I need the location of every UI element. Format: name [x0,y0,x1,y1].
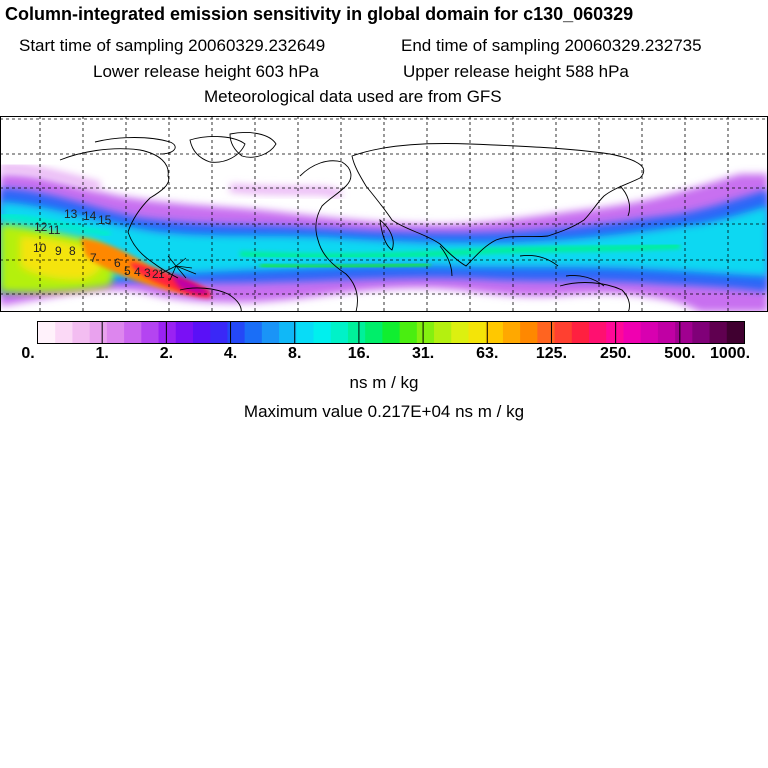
maximum-value: Maximum value 0.217E+04 ns m / kg [243,402,525,421]
colorbar-segment [244,322,263,343]
plot-title: Column-integrated emission sensitivity i… [5,4,634,24]
colorbar-tick-label: 500. [664,345,696,362]
colorbar-segment [451,322,470,343]
colorbar-segment [89,322,108,343]
colorbar-segment [434,322,452,343]
traj-label-1: 1 [158,267,165,281]
colorbar-segment [124,322,142,343]
colorbar-tick-label: 1000. [709,345,751,362]
colorbar-tick-label: 16. [347,345,371,362]
colorbar-segment [38,322,56,343]
colorbar-tick-label: 4. [223,345,238,362]
colorbar-segment [675,322,693,343]
traj-label-10: 10 [33,241,47,255]
traj-label-2: 2 [152,267,159,281]
colorbar-segment [623,322,642,343]
colorbar-segment [554,322,573,343]
traj-label-9: 9 [55,244,62,258]
colorbar-segment [485,322,504,343]
colorbar-segment [141,322,160,343]
colorbar-segment [192,322,211,343]
met-data-source: Meteorological data used are from GFS [204,87,502,106]
colorbar-segment [537,322,556,343]
colorbar-segment [571,322,590,343]
release-point-marker [159,255,197,281]
colorbar [37,321,745,344]
traj-label-7: 7 [90,251,97,265]
colorbar-segment [589,322,607,343]
colorbar-segment [382,322,401,343]
colorbar-tick-label: 0. [21,345,35,362]
colorbar-segment [175,322,194,343]
upper-release-height: Upper release height 588 hPa [403,62,629,81]
end-time: End time of sampling 20060329.232735 [401,36,702,55]
colorbar-tick-label: 31. [411,345,435,362]
colorbar-segment [399,322,418,343]
colorbar-segment [261,322,280,343]
colorbar-segment [279,322,297,343]
colorbar-units: ns m / kg [349,373,419,392]
traj-label-5: 5 [124,264,131,278]
sensitivity-map: 13 14 15 12 11 10 9 8 7 6 5 4 3 2 1 [0,116,768,312]
colorbar-segment [106,322,125,343]
colorbar-segment [657,322,676,343]
colorbar-segment [55,322,74,343]
colorbar-tick-label: 63. [476,345,499,362]
colorbar-tick-label: 250. [600,345,632,362]
traj-label-15: 15 [98,213,112,227]
colorbar-segment [158,322,177,343]
lower-release-height: Lower release height 603 hPa [93,62,319,81]
traj-label-12: 12 [34,220,48,234]
colorbar-segment [313,322,332,343]
colorbar-tick-label: 2. [159,345,174,362]
colorbar-segment [210,322,229,343]
colorbar-segment [726,322,745,343]
traj-label-8: 8 [69,244,76,258]
colorbar-segment [692,322,711,343]
traj-label-14: 14 [83,209,97,223]
colorbar-segment [227,322,246,343]
colorbar-segment [296,322,315,343]
colorbar-segment [468,322,487,343]
colorbar-tick-label: 8. [288,345,302,362]
colorbar-segment [709,322,728,343]
traj-label-4: 4 [134,265,141,279]
colorbar-segment [416,322,435,343]
traj-label-3: 3 [144,266,151,280]
traj-label-11: 11 [48,223,61,237]
colorbar-segment [347,322,366,343]
colorbar-tick-label: 125. [535,345,568,362]
traj-label-13: 13 [64,207,78,221]
traj-label-6: 6 [114,256,121,270]
colorbar-segment [640,322,659,343]
colorbar-segment [330,322,349,343]
colorbar-tick-label: 1. [95,345,109,362]
start-time: Start time of sampling 20060329.232649 [19,36,326,55]
colorbar-segment [72,322,91,343]
colorbar-segment [520,322,538,343]
colorbar-segment [365,322,383,343]
colorbar-segment [502,322,521,343]
